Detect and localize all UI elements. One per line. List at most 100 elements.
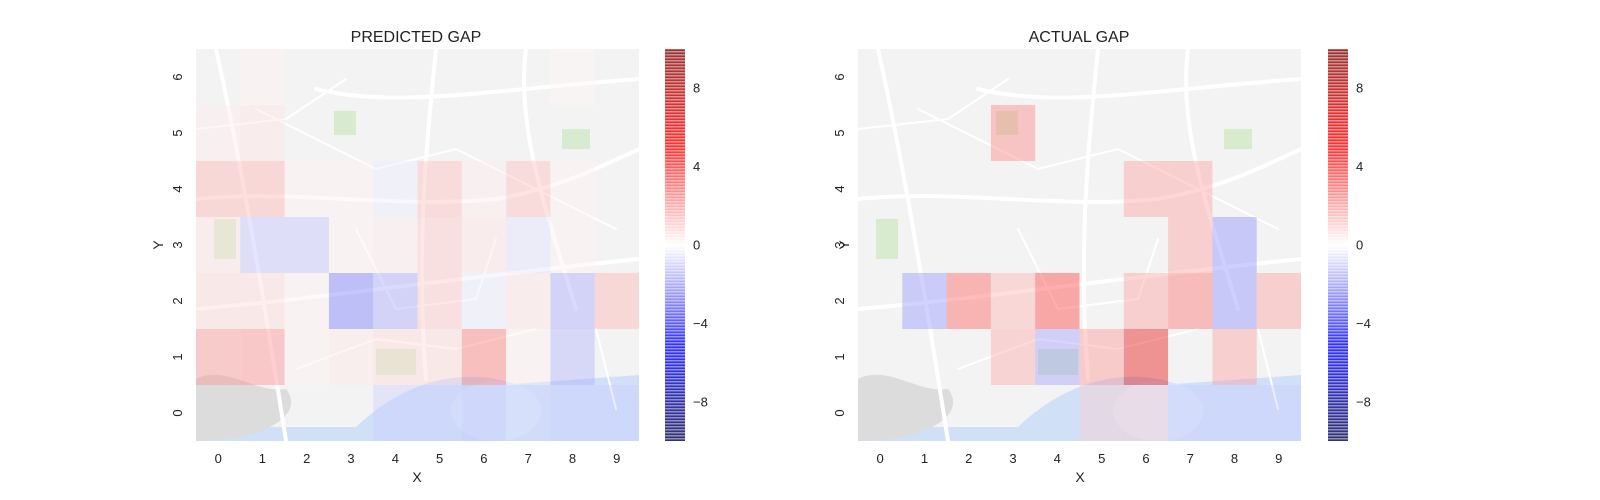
heatmap-cell [550, 273, 595, 329]
heatmap-cell [902, 105, 946, 161]
heatmap-cell [284, 273, 329, 329]
heatmap-cell [240, 161, 285, 217]
map-roads [856, 47, 1303, 443]
colorbar-tick-labels: −8 −4 0 4 8 [1356, 81, 1371, 410]
heatmap-cell [284, 329, 329, 385]
heatmap-cell [991, 217, 1035, 273]
heatmap-cell [240, 105, 285, 161]
heatmap-cell [595, 329, 639, 385]
heatmap-cell [1123, 273, 1169, 329]
heatmap-cell [550, 49, 595, 105]
map-estuary [1113, 381, 1203, 441]
heatmap-cell [947, 385, 991, 441]
heatmap-cell [947, 49, 991, 105]
heatmap-cell [1123, 385, 1169, 441]
heatmap-cell [373, 329, 418, 385]
x-tick-label: 2 [965, 451, 972, 466]
heatmap-cell [1080, 105, 1124, 161]
heatmap-cell [1124, 217, 1168, 273]
map-base [858, 49, 1301, 441]
heatmap-cell [196, 329, 241, 385]
heatmap-cell [550, 161, 595, 217]
panel-predicted-gap: PREDICTED GAP [150, 29, 708, 485]
heatmap-cell [1212, 217, 1257, 273]
heatmap-cell [947, 217, 991, 273]
heatmap-cell [902, 217, 946, 273]
heatmap-cell [858, 105, 902, 161]
map-estuary [451, 381, 541, 441]
heatmap-cell [418, 105, 462, 161]
heatmap-cell [461, 385, 507, 441]
heatmap-cell [373, 105, 417, 161]
y-tick-label: 3 [832, 241, 847, 248]
x-tick-label: 0 [876, 451, 883, 466]
heatmap-cell [550, 329, 595, 385]
heatmap-cell [1079, 385, 1124, 441]
x-tick-labels: 0 1 2 3 4 5 6 7 8 9 [215, 451, 621, 466]
heatmap-cell [1212, 385, 1257, 441]
heatmap-cell [285, 105, 329, 161]
heatmap-cell [284, 217, 329, 273]
heatmap-cell [1168, 105, 1212, 161]
heatmap-cell [1035, 49, 1079, 105]
heatmap-cell [991, 161, 1035, 217]
heatmap-cell [417, 329, 462, 385]
heatmap-cell [947, 105, 991, 161]
heatmap-cell [947, 161, 991, 217]
colorbar-tick-label: −8 [693, 394, 708, 409]
y-axis-label: Y [836, 240, 852, 250]
heatmap-cell [284, 161, 329, 217]
heatmap-cell [990, 329, 1036, 385]
x-tick-label: 6 [480, 451, 487, 466]
heatmap-cell [240, 49, 285, 105]
x-tick-label: 8 [569, 451, 576, 466]
colorbar-tick-label: 0 [1356, 238, 1363, 253]
heatmap-cell [506, 49, 550, 105]
y-tick-label: 5 [170, 129, 185, 136]
y-tick-label: 2 [170, 297, 185, 304]
colorbar-tick-label: 8 [1356, 81, 1363, 96]
heatmap-cell [417, 385, 462, 441]
heatmap-cell [550, 105, 594, 161]
heatmap-cell [462, 105, 506, 161]
heatmap-cell [506, 385, 551, 441]
heatmap-cell [1035, 161, 1079, 217]
heatmap-cell [1123, 329, 1169, 385]
heatmap-cell [1123, 161, 1169, 217]
chart-title: ACTUAL GAP [1029, 29, 1130, 46]
heatmap-cell [1212, 105, 1256, 161]
heatmap-cell [1080, 49, 1124, 105]
heatmap-cell [461, 217, 507, 273]
heatmap-cell [240, 385, 284, 441]
y-tick-label: 2 [832, 297, 847, 304]
heatmap-cell [1257, 217, 1301, 273]
heatmap-cell [902, 161, 946, 217]
heatmap-cell [196, 217, 241, 273]
x-tick-label: 8 [1231, 451, 1238, 466]
heatmap-cell [1168, 161, 1213, 217]
heatmap-cell [461, 273, 507, 329]
heatmap-cell [1124, 49, 1168, 105]
heatmap-cell [373, 217, 418, 273]
heatmap-cell [947, 329, 991, 385]
heatmap-cell [328, 273, 374, 329]
heatmap-cell [1168, 217, 1213, 273]
heatmap-cell [329, 105, 373, 161]
heatmap-cell [328, 217, 374, 273]
heatmap-cell [858, 49, 902, 105]
x-tick-label: 9 [1275, 451, 1282, 466]
heatmap-cell [196, 161, 241, 217]
heatmap-cell [417, 217, 462, 273]
heatmap-cell [1257, 105, 1301, 161]
colorbar: −8 −4 0 4 8 [665, 49, 708, 441]
heatmap-cell [461, 329, 507, 385]
heatmap-cell [1035, 273, 1080, 329]
heatmap-cell [1035, 329, 1080, 385]
heatmap-cell [1212, 161, 1256, 217]
x-tick-label: 2 [303, 451, 310, 466]
x-tick-label: 7 [1187, 451, 1194, 466]
heatmap-cell [506, 161, 551, 217]
heatmap-cell [1035, 105, 1079, 161]
colorbar: −8 −4 0 4 8 [1328, 49, 1371, 441]
x-tick-label: 3 [347, 451, 354, 466]
